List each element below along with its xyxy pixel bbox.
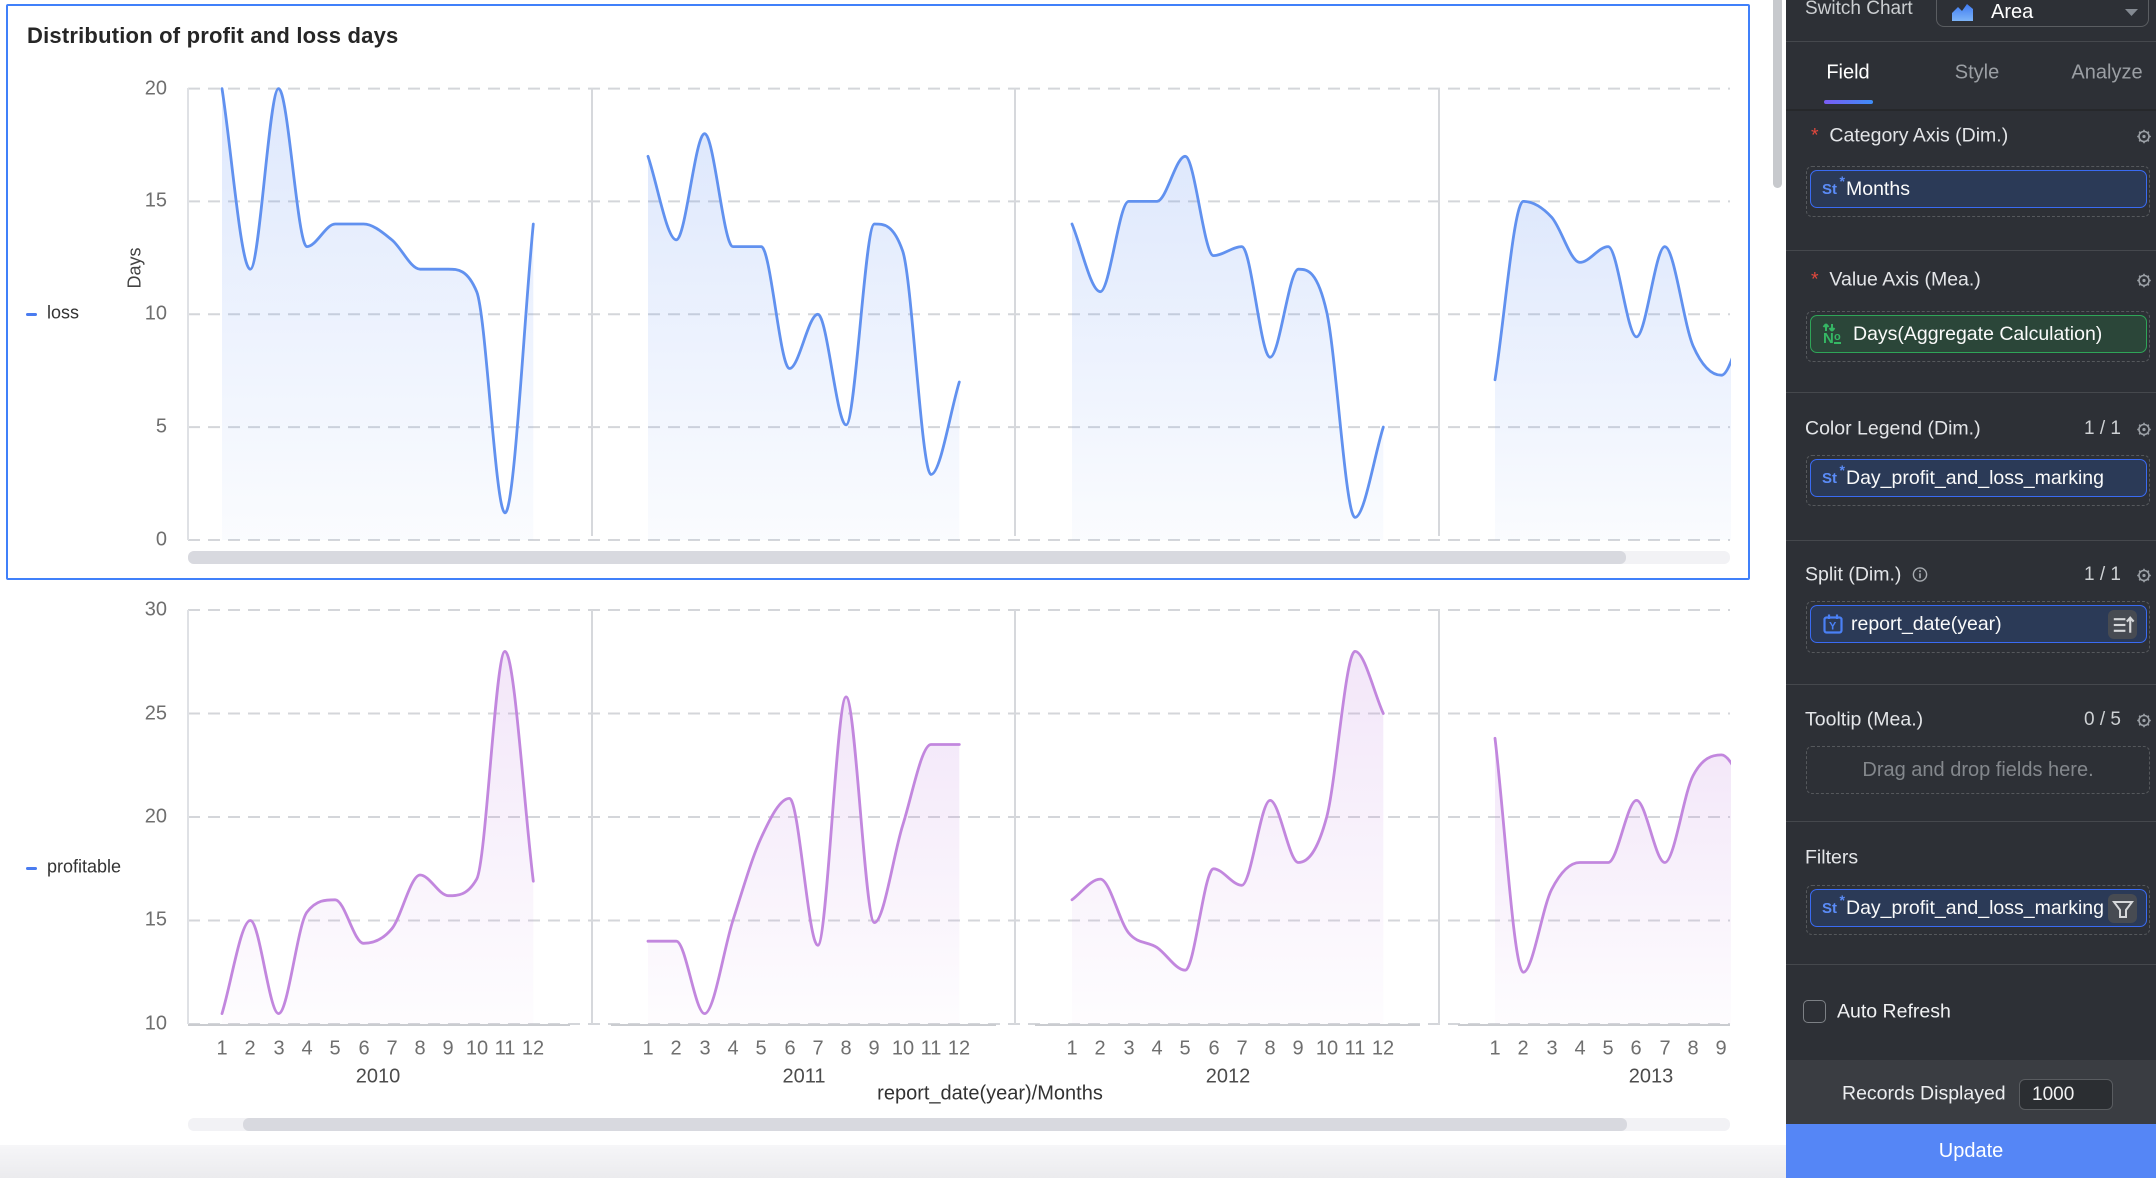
svg-text:Y: Y — [1829, 621, 1837, 633]
svg-text:o: o — [1834, 331, 1841, 343]
svg-text:N: N — [1823, 330, 1834, 347]
